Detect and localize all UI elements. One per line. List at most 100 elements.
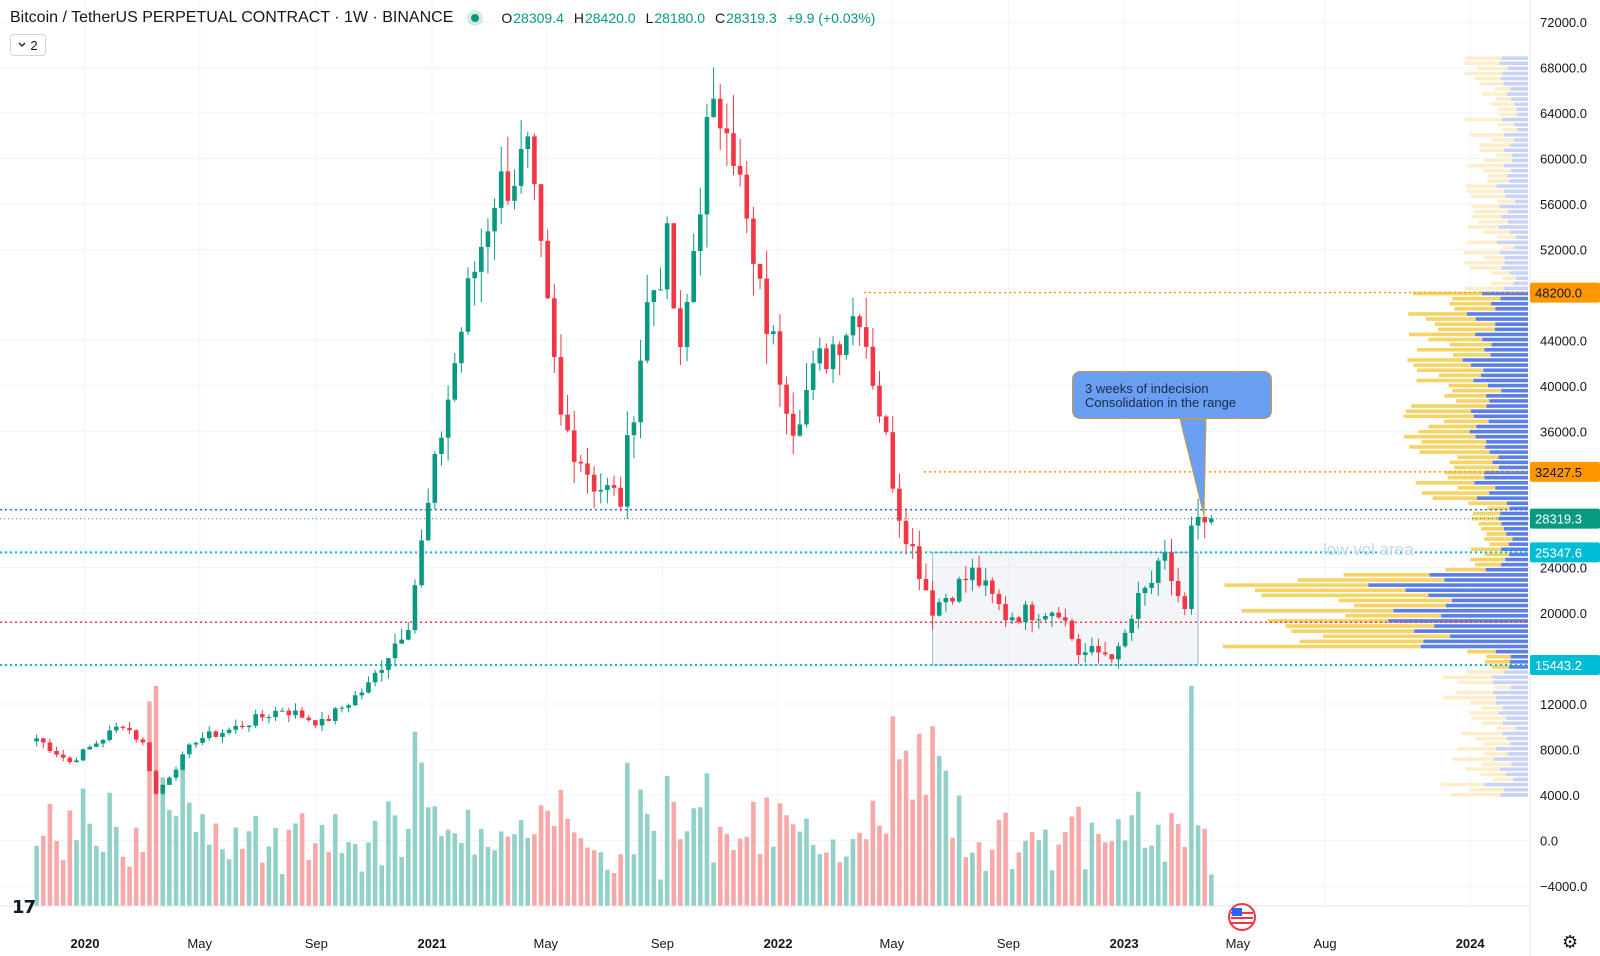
candle-body — [1149, 582, 1154, 588]
profile-bar-down — [1493, 757, 1528, 761]
symbol-title[interactable]: Bitcoin / TetherUS PERPETUAL CONTRACT · … — [10, 9, 454, 26]
volume-bar — [790, 824, 796, 906]
candle-body — [558, 357, 564, 415]
volume-bar — [299, 813, 305, 906]
volume-bar — [518, 820, 524, 906]
settings-gear-icon[interactable]: ⚙ — [1562, 932, 1579, 952]
profile-bar-down — [1515, 199, 1528, 204]
candle-body — [153, 771, 159, 794]
volume-bar — [810, 844, 816, 906]
volume-bar — [877, 825, 882, 906]
profile-bar-up — [1486, 179, 1510, 183]
profile-bar-up — [1502, 245, 1515, 250]
profile-bar-down — [1482, 337, 1528, 342]
volume-bar — [505, 836, 511, 906]
profile-bar-up — [1464, 117, 1502, 122]
volume-bar — [638, 789, 643, 906]
volume-bar — [74, 840, 79, 906]
profile-bar-up — [1254, 588, 1406, 593]
annotation-callout[interactable]: 3 weeks of indecision Consolidation in t… — [1072, 371, 1272, 419]
profile-bar-up — [1502, 276, 1516, 280]
volume-bar — [844, 856, 849, 906]
profile-bar-down — [1495, 307, 1528, 311]
profile-bar-down — [1504, 255, 1528, 260]
y-tick-label: 8000.0 — [1540, 743, 1580, 758]
profile-bar-up — [1452, 296, 1501, 301]
candle-body — [313, 720, 318, 726]
profile-bar-up — [1338, 598, 1452, 603]
candle-body — [1049, 612, 1055, 616]
volume-bar — [332, 814, 338, 906]
profile-bar-down — [1515, 276, 1528, 280]
profile-bar-down — [1498, 516, 1528, 521]
volume-bar — [804, 818, 809, 906]
profile-bar-down — [1428, 593, 1528, 598]
profile-bar-up — [1428, 424, 1477, 429]
candle-body — [1182, 596, 1188, 610]
volume-bar — [883, 833, 889, 906]
candle-body — [133, 730, 139, 740]
profile-bar-up — [1497, 122, 1515, 127]
profile-bar-up — [1421, 491, 1490, 495]
x-tick-label: May — [187, 936, 212, 951]
volume-bar — [963, 857, 969, 906]
candle-body — [956, 578, 962, 602]
profile-bar-down — [1498, 225, 1528, 229]
profile-bar-down — [1510, 654, 1528, 659]
price-tag — [1530, 282, 1600, 303]
profile-bar-down — [1504, 261, 1528, 265]
profile-bar-down — [1484, 475, 1528, 480]
profile-bar-down — [1504, 286, 1528, 291]
profile-bar-up — [1438, 373, 1482, 378]
candle-body — [113, 726, 119, 731]
volume-bar — [439, 835, 444, 906]
volume-bar — [923, 794, 929, 906]
profile-bar-down — [1444, 578, 1528, 582]
profile-bar-down — [1510, 741, 1528, 746]
profile-bar-down — [1509, 230, 1528, 234]
volume-bar — [459, 842, 464, 906]
profile-bar-up — [1479, 148, 1505, 153]
volume-bar — [850, 839, 856, 906]
volume-bar — [571, 832, 577, 906]
volume-bar — [565, 818, 570, 906]
tradingview-logo-icon[interactable]: 17 — [12, 897, 36, 918]
volume-bar — [1155, 824, 1161, 906]
profile-bar-down — [1507, 736, 1528, 741]
volume-bar — [837, 862, 842, 906]
volume-bar — [1162, 861, 1168, 906]
profile-bar-up — [1421, 440, 1487, 444]
candle-body — [571, 430, 577, 462]
volume-bar — [485, 846, 491, 906]
candle-body — [1129, 618, 1134, 633]
profile-bar-down — [1490, 353, 1528, 357]
candle-body — [1009, 617, 1015, 621]
candle-body — [186, 744, 192, 755]
profile-bar-up — [1469, 711, 1500, 715]
profile-bar-down — [1503, 670, 1528, 674]
indicators-toggle-button[interactable]: 2 — [10, 34, 46, 56]
candle-body — [512, 185, 517, 201]
volume-bar — [558, 789, 564, 906]
profile-bar-down — [1511, 153, 1528, 158]
volume-bar — [186, 802, 192, 906]
candle-body — [107, 730, 112, 740]
profile-bar-down — [1509, 506, 1528, 511]
price-tag-label: 32427.5 — [1535, 465, 1582, 480]
candle-body — [983, 580, 988, 586]
profile-bar-down — [1509, 552, 1528, 557]
x-tick-label: Sep — [651, 936, 674, 951]
candle-body — [1063, 617, 1068, 621]
us-flag-icon[interactable] — [1227, 902, 1257, 932]
profile-bar-down — [1515, 726, 1528, 731]
callout-line-2: Consolidation in the range — [1085, 395, 1237, 410]
volume-bar — [1182, 846, 1188, 906]
volume-bar — [392, 815, 398, 906]
profile-bar-up — [1466, 670, 1504, 674]
volume-bar — [147, 701, 152, 906]
volume-bar — [452, 833, 458, 906]
candle-body — [605, 485, 610, 491]
candle-body — [1016, 617, 1022, 623]
